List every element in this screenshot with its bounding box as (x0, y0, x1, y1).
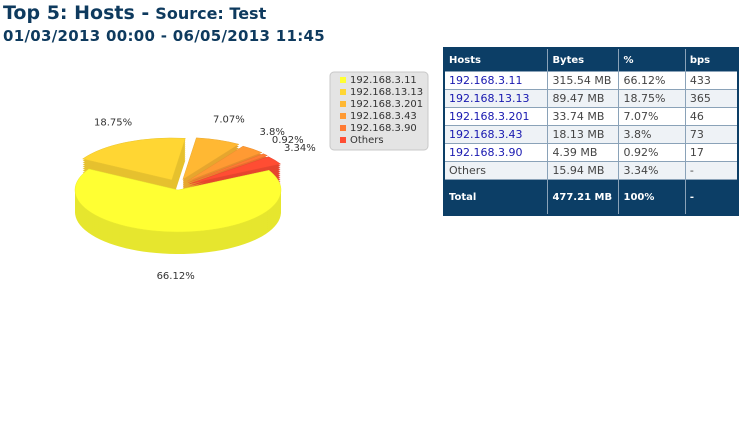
table-row: 192.168.3.43 18.13 MB 3.8% 73 (443, 125, 739, 144)
pie-slice (189, 156, 282, 184)
host-link[interactable]: 192.168.13.13 (449, 92, 530, 105)
cell: 18.75% (618, 89, 686, 108)
host-link[interactable]: 192.168.3.43 (449, 128, 523, 141)
cell: 18.13 MB (547, 125, 620, 144)
pie-slice (182, 137, 240, 181)
value-label: 7.07% (213, 114, 245, 125)
cell: 17 (684, 143, 739, 162)
cell: 0.92% (618, 143, 686, 162)
legend-swatch (340, 137, 346, 143)
total-cell: 477.21 MB (547, 179, 620, 216)
cell: 315.54 MB (547, 71, 620, 90)
pie-slice (188, 153, 268, 183)
total-cell: 100% (618, 179, 686, 216)
cell: 192.168.3.201 (443, 107, 549, 126)
cell: Others (443, 161, 549, 180)
cell: 73 (684, 125, 739, 144)
legend-label: 192.168.3.11 (350, 75, 417, 86)
legend-swatch (340, 77, 346, 83)
column-header: bps (684, 47, 739, 72)
legend-label: 192.168.3.201 (350, 99, 423, 110)
pie-slice (186, 145, 263, 182)
host-link[interactable]: 192.168.3.201 (449, 110, 530, 123)
table-row: 192.168.3.90 4.39 MB 0.92% 17 (443, 143, 739, 162)
source: Source: Test (155, 4, 267, 23)
header-row: Hosts Bytes% bps (443, 47, 739, 72)
chart: 66.12% 18.75% 7.07% 3.8%0.92%3.34% 192.168.3… (74, 71, 429, 282)
total-row: Total 477.21 MB 100% - (443, 179, 739, 216)
legend-label: Others (350, 135, 384, 146)
cell: 192.168.3.11 (443, 71, 549, 90)
legend-label: 192.168.3.43 (350, 111, 417, 122)
cell: 3.34% (618, 161, 686, 180)
value-label: 66.12% (157, 271, 195, 282)
value-label: 18.75% (94, 118, 132, 129)
cell: 7.07% (618, 107, 686, 126)
pie-slice (82, 137, 186, 181)
cell: 192.168.3.43 (443, 125, 549, 144)
legend-swatch (340, 89, 346, 95)
table-row: 192.168.3.201 33.74 MB 7.07% 46 (443, 107, 739, 126)
table-row: 192.168.13.13 89.47 MB 18.75% 365 (443, 89, 739, 108)
pie-slice (74, 168, 282, 233)
data-table: Hosts Bytes% bps 192.168.3.11 315.54 MB 66.12… (443, 47, 739, 216)
legend-swatch (340, 113, 346, 119)
cell: 33.74 MB (547, 107, 620, 126)
cell: 89.47 MB (547, 89, 620, 108)
legend-swatch (340, 125, 346, 131)
legend-box (329, 71, 429, 151)
legend-swatch (340, 101, 346, 107)
cell: - (684, 161, 739, 180)
value-label: 3.34% (284, 143, 316, 154)
value-label: 3.8% (259, 127, 284, 138)
column-header: Bytes (547, 47, 620, 72)
legend-label: 192.168.13.13 (350, 87, 423, 98)
cell: 66.12% (618, 71, 686, 90)
cell: 433 (684, 71, 739, 90)
legend-label: 192.168.3.90 (350, 123, 417, 134)
host-link[interactable]: 192.168.3.11 (449, 74, 523, 87)
total-cell: Total (443, 179, 549, 216)
table-row: 192.168.3.11 315.54 MB 66.12% 433 (443, 71, 739, 90)
date-range: 01/03/2013 00:00 - 06/05/2013 11:45 (3, 27, 326, 45)
total-cell: - (684, 179, 739, 216)
title: Top 5: Hosts - (3, 2, 150, 24)
cell: 192.168.13.13 (443, 89, 549, 108)
cell: 4.39 MB (547, 143, 620, 162)
header: Top 5: Hosts - Source: Test 01/03/2013 00… (3, 2, 325, 45)
column-header: Hosts (443, 47, 549, 72)
host-link[interactable]: 192.168.3.90 (449, 146, 523, 159)
cell: 3.8% (618, 125, 686, 144)
cell: 192.168.3.90 (443, 143, 549, 162)
column-header: % (618, 47, 686, 72)
value-label: 0.92% (272, 135, 304, 146)
cell: 365 (684, 89, 739, 108)
cell: 15.94 MB (547, 161, 620, 180)
cell: 46 (684, 107, 739, 126)
table-row: Others 15.94 MB 3.34% - (443, 161, 739, 180)
